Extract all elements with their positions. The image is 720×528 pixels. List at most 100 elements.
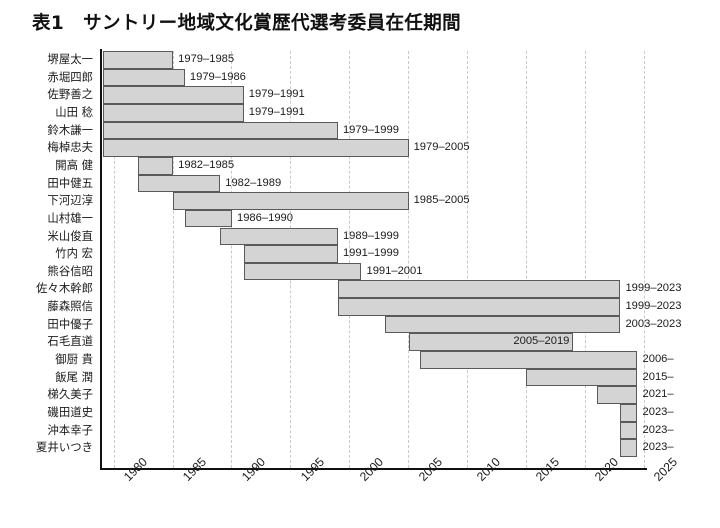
gantt-row: 堺屋太一 1979–1985	[0, 51, 720, 69]
row-label-4: 山田 稔	[55, 104, 93, 119]
gantt-bar	[220, 227, 338, 246]
gridline-2005	[408, 51, 410, 468]
gantt-row: 佐野善之 1979–1991	[0, 86, 720, 104]
gantt-bar	[184, 209, 232, 228]
period-label: 1999–2023	[625, 300, 682, 313]
row-label-9: 下河辺淳	[47, 193, 93, 208]
gantt-row: 磯田道史 2023–	[0, 404, 720, 422]
period-label: 1979–1985	[178, 53, 235, 65]
period-label: 1979–2005	[413, 141, 470, 154]
period-label: 1979–1999	[342, 123, 399, 136]
row-label-12: 竹内 宏	[55, 246, 93, 261]
y-axis-line	[100, 49, 102, 470]
row-label-7: 開高 健	[55, 157, 93, 172]
period-label: 1979–1986	[189, 70, 246, 83]
gantt-bar	[596, 386, 638, 404]
gridline-1980	[113, 51, 116, 468]
period-label: 2015–	[642, 370, 674, 383]
x-axis-line	[100, 468, 647, 470]
gantt-row: 下河辺淳 1985–2005	[0, 192, 720, 210]
row-label-1: 堺屋太一	[47, 52, 93, 66]
row-label-15: 藤森照信	[47, 299, 93, 314]
gantt-row: 飯尾 潤 2015–	[0, 368, 720, 387]
gantt-bar	[385, 315, 621, 334]
gridline-2020	[584, 51, 587, 468]
gantt-bar	[102, 86, 244, 104]
gantt-bar	[243, 262, 362, 281]
row-label-5: 鈴木謙一	[47, 122, 93, 137]
period-label: 1982–1989	[225, 176, 282, 189]
gantt-row: 梅棹忠夫 1979–2005	[0, 139, 720, 157]
period-label: 1985–2005	[413, 194, 470, 207]
x-tick-2005: 2005	[415, 454, 445, 484]
gantt-row: 山田 稔 1979–1991	[0, 103, 720, 122]
x-tick-1980: 1980	[121, 454, 151, 484]
gantt-bar	[137, 156, 174, 175]
gantt-bar	[337, 298, 621, 316]
x-tick-2015: 2015	[533, 454, 563, 484]
row-label-6: 梅棹忠夫	[47, 140, 93, 155]
gantt-row: 米山俊直 1989–1999	[0, 227, 720, 246]
x-tick-1995: 1995	[297, 454, 327, 484]
row-label-23: 夏井いつき	[36, 440, 93, 455]
gantt-row: 田中優子 2003–2023	[0, 315, 720, 334]
gantt-row: 赤堀四郎 1979–1986	[0, 68, 720, 87]
row-label-11: 米山俊直	[47, 228, 93, 243]
period-label: 1979–1991	[248, 88, 305, 101]
gantt-bar	[620, 421, 638, 440]
row-label-8: 田中健五	[47, 175, 93, 190]
gantt-bar	[526, 368, 638, 387]
period-label: 1991–2001	[366, 264, 423, 277]
gantt-row: 沖本幸子 2023–	[0, 421, 720, 440]
gantt-row: 山村雄一 1986–1990	[0, 209, 720, 228]
gantt-bar	[243, 245, 338, 263]
row-label-2: 赤堀四郎	[47, 69, 93, 84]
gantt-bar	[420, 351, 638, 369]
row-label-3: 佐野善之	[47, 87, 93, 102]
gantt-row: 竹内 宏 1991–1999	[0, 245, 720, 263]
gantt-row: 梯久美子 2021–	[0, 386, 720, 404]
gantt-row: 鈴木謙一 1979–1999	[0, 121, 720, 140]
gridline-2000	[349, 51, 351, 468]
x-tick-2020: 2020	[592, 454, 622, 484]
period-label: 2021–	[642, 388, 674, 401]
row-label-18: 御厨 貴	[55, 352, 93, 367]
gantt-row: 藤森照信 1999–2023	[0, 298, 720, 316]
gantt-bar	[408, 333, 574, 352]
row-label-13: 熊谷信昭	[47, 263, 93, 278]
row-label-16: 田中優子	[47, 316, 93, 331]
row-label-20: 梯久美子	[47, 387, 93, 402]
gantt-row: 佐々木幹郎 1999–2023	[0, 280, 720, 299]
gantt-row: 石毛直道 2005–2019	[0, 333, 720, 352]
period-label: 1979–1991	[248, 105, 305, 118]
gantt-bar	[620, 404, 638, 422]
period-label: 2005–2019	[513, 335, 570, 348]
gridline-2015	[525, 51, 528, 468]
period-label: 1982–1985	[178, 158, 235, 171]
gantt-bar	[102, 103, 244, 122]
x-tick-1990: 1990	[238, 454, 269, 484]
x-tick-1985: 1985	[180, 454, 210, 484]
figure-title: 表1 サントリー地域文化賞歴代選考委員在任期間	[32, 13, 462, 34]
x-tick-2000: 2000	[356, 454, 386, 484]
period-label: 2003–2023	[625, 317, 682, 330]
period-label: 2023–	[642, 441, 674, 454]
gantt-bar	[102, 68, 185, 87]
row-label-19: 飯尾 潤	[55, 369, 93, 384]
x-tick-2010: 2010	[474, 454, 504, 484]
gantt-bar	[620, 439, 638, 457]
gridline-1990	[231, 51, 233, 468]
row-label-21: 磯田道史	[47, 405, 93, 419]
gantt-bar	[102, 139, 409, 157]
gridline-2010	[466, 51, 469, 468]
period-label: 1991–1999	[342, 247, 399, 260]
period-label: 1989–1999	[342, 229, 399, 242]
gantt-row: 開高 健 1982–1985	[0, 156, 720, 175]
gantt-row: 田中健五 1982–1989	[0, 174, 720, 193]
gantt-bar	[173, 192, 409, 210]
gantt-row: 夏井いつき 2023–	[0, 439, 720, 457]
row-label-14: 佐々木幹郎	[36, 281, 93, 296]
row-label-22: 沖本幸子	[47, 422, 93, 437]
gantt-row: 御厨 貴 2006–	[0, 351, 720, 369]
gridline-1985	[172, 51, 175, 468]
